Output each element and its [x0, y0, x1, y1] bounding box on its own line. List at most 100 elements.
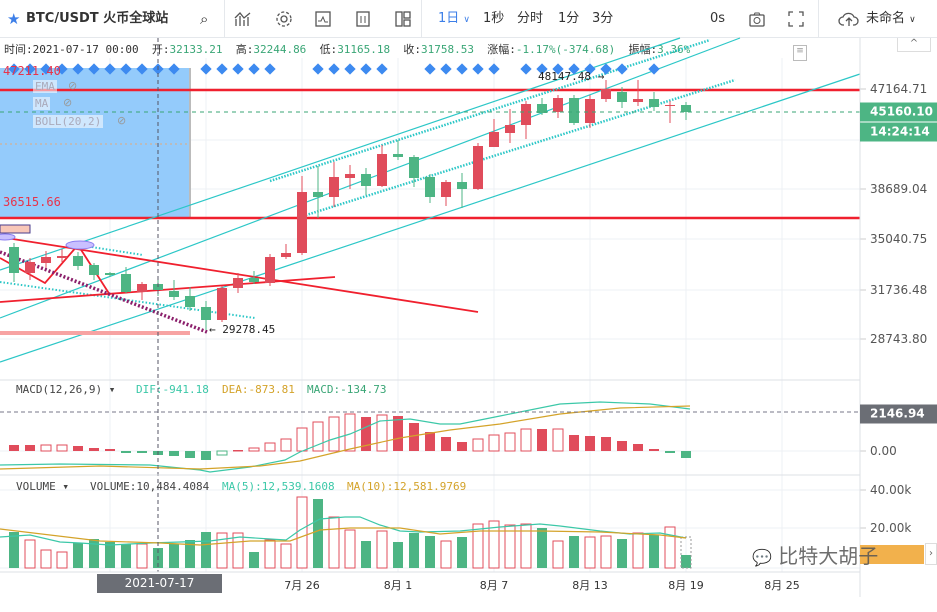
candle-body — [73, 256, 83, 266]
signal-diamond — [232, 63, 244, 75]
signal-diamond — [456, 63, 468, 75]
search-icon[interactable]: ⌕ — [200, 10, 209, 28]
macd-histogram-bar — [441, 437, 451, 451]
layout-name-dropdown[interactable]: 未命名 ∨ — [866, 0, 916, 38]
signal-diamond — [344, 63, 356, 75]
candle-body — [633, 99, 643, 102]
cloud-upload-icon[interactable] — [838, 10, 860, 28]
volume-bar — [504, 524, 516, 569]
macd-histogram-bar — [585, 436, 595, 451]
eye-hidden-icon[interactable]: ⊘ — [63, 96, 73, 109]
macd-histogram-bar — [425, 432, 435, 451]
price-axis-label: 35040.75 — [870, 232, 928, 246]
marker-ellipse — [0, 233, 16, 241]
signal-diamond — [360, 63, 372, 75]
macd-histogram-bar — [344, 413, 356, 452]
signal-diamond — [520, 63, 532, 75]
macd-dif-line — [0, 401, 691, 473]
candle-body — [601, 89, 611, 99]
interval-3m[interactable]: 3分 — [592, 11, 614, 26]
x-axis-label: 8月 13 — [572, 579, 608, 592]
volume-bar — [169, 544, 179, 568]
signal-diamond — [248, 63, 260, 75]
candle-body — [537, 104, 547, 113]
highlight-box — [0, 224, 31, 234]
low-value: 31165.18 — [337, 43, 391, 56]
candle-body — [57, 256, 67, 258]
trend-line — [0, 276, 336, 303]
price-axis-label: 28743.80 — [870, 332, 928, 346]
chart-type-icon[interactable] — [314, 10, 332, 28]
fullscreen-icon[interactable] — [787, 10, 805, 28]
x-axis-label: 8月 25 — [764, 579, 800, 592]
layout-icon[interactable] — [394, 10, 412, 28]
interval-1m[interactable]: 1分 — [558, 11, 580, 26]
interval-timeline[interactable]: 分时 — [517, 11, 544, 26]
candle-body — [233, 278, 243, 288]
drawing-list-icon[interactable]: ≡ — [793, 45, 807, 61]
signal-diamond — [472, 63, 484, 75]
macd-histogram-bar — [121, 451, 131, 453]
high-price-label: 48147.48 — [538, 70, 591, 83]
channel-line — [0, 37, 681, 271]
volume-bar — [232, 532, 244, 569]
candle-body — [665, 105, 675, 106]
macd-histogram-bar — [504, 432, 516, 452]
volume-title[interactable]: VOLUME ▾ — [16, 480, 69, 493]
signal-diamond — [40, 63, 52, 75]
caret-down-icon: ▾ — [108, 383, 116, 396]
signal-diamond — [616, 63, 628, 75]
volume-bar — [520, 523, 532, 569]
volume-bar — [552, 540, 564, 569]
channel-line — [0, 73, 861, 363]
macd-dif: DIF:-941.18 — [136, 383, 209, 396]
toolbar: ★ BTC/USDT 火币全球站 ⌕ 1日 ∨ 1秒 分时 1分 3分 0s 未… — [0, 0, 937, 38]
macd-histogram-bar — [409, 423, 419, 451]
settings-gear-icon[interactable] — [275, 10, 293, 28]
candles — [9, 80, 691, 330]
interval-dropdown[interactable]: 1日 ∨ — [438, 0, 470, 38]
volume-bar — [73, 543, 83, 568]
volume-bar — [376, 530, 388, 569]
marker-ellipse — [65, 240, 95, 250]
indicator-icon[interactable] — [234, 10, 252, 28]
open-label: 开: — [151, 43, 170, 56]
arrow-right-icon: → — [597, 70, 605, 83]
candle-body — [281, 253, 291, 257]
candle-body — [425, 177, 435, 197]
candle-body — [297, 192, 307, 253]
macd-title[interactable]: MACD(12,26,9) ▾ — [16, 383, 115, 396]
symbol-title[interactable]: BTC/USDT 火币全球站 — [26, 0, 168, 38]
macd-histogram-bar — [296, 427, 308, 452]
favorite-star-icon[interactable]: ★ — [7, 10, 21, 28]
candle-body — [89, 265, 99, 275]
candle-body — [217, 288, 227, 320]
interval-selected: 1日 — [438, 11, 460, 26]
volume-bar — [105, 542, 115, 568]
divider — [421, 0, 422, 38]
candlestick-chart[interactable] — [0, 0, 937, 597]
indicator-ema[interactable]: EMA — [33, 80, 57, 93]
macd-histogram-bar — [312, 421, 324, 452]
indicator-ma[interactable]: MA — [33, 97, 51, 110]
signal-diamond — [264, 63, 276, 75]
macd-histogram-bar — [9, 445, 19, 451]
expand-right-button[interactable]: › — [925, 543, 937, 565]
volume-value: VOLUME:10,484.4084 — [90, 480, 210, 493]
x-axis-label: 8月 1 — [383, 579, 413, 592]
volume-bar — [264, 539, 276, 569]
arrow-left-icon: ← — [209, 323, 216, 336]
annotation-high: 48147.48 → — [538, 70, 604, 83]
low-label: 低: — [319, 43, 338, 56]
signal-diamond — [200, 63, 212, 75]
eye-hidden-icon[interactable]: ⊘ — [68, 79, 78, 92]
eye-hidden-icon[interactable]: ⊘ — [117, 114, 127, 127]
current-price-tag: 45160.10 — [860, 102, 937, 122]
template-icon[interactable] — [354, 10, 372, 28]
interval-1s[interactable]: 1秒 — [483, 11, 505, 26]
volume-bar — [425, 536, 435, 568]
collapse-toolbar-button[interactable]: ^ — [897, 38, 931, 52]
camera-icon[interactable] — [748, 10, 766, 28]
macd-histogram-bar — [216, 450, 228, 456]
indicator-boll[interactable]: BOLL(20,2) — [33, 115, 104, 128]
